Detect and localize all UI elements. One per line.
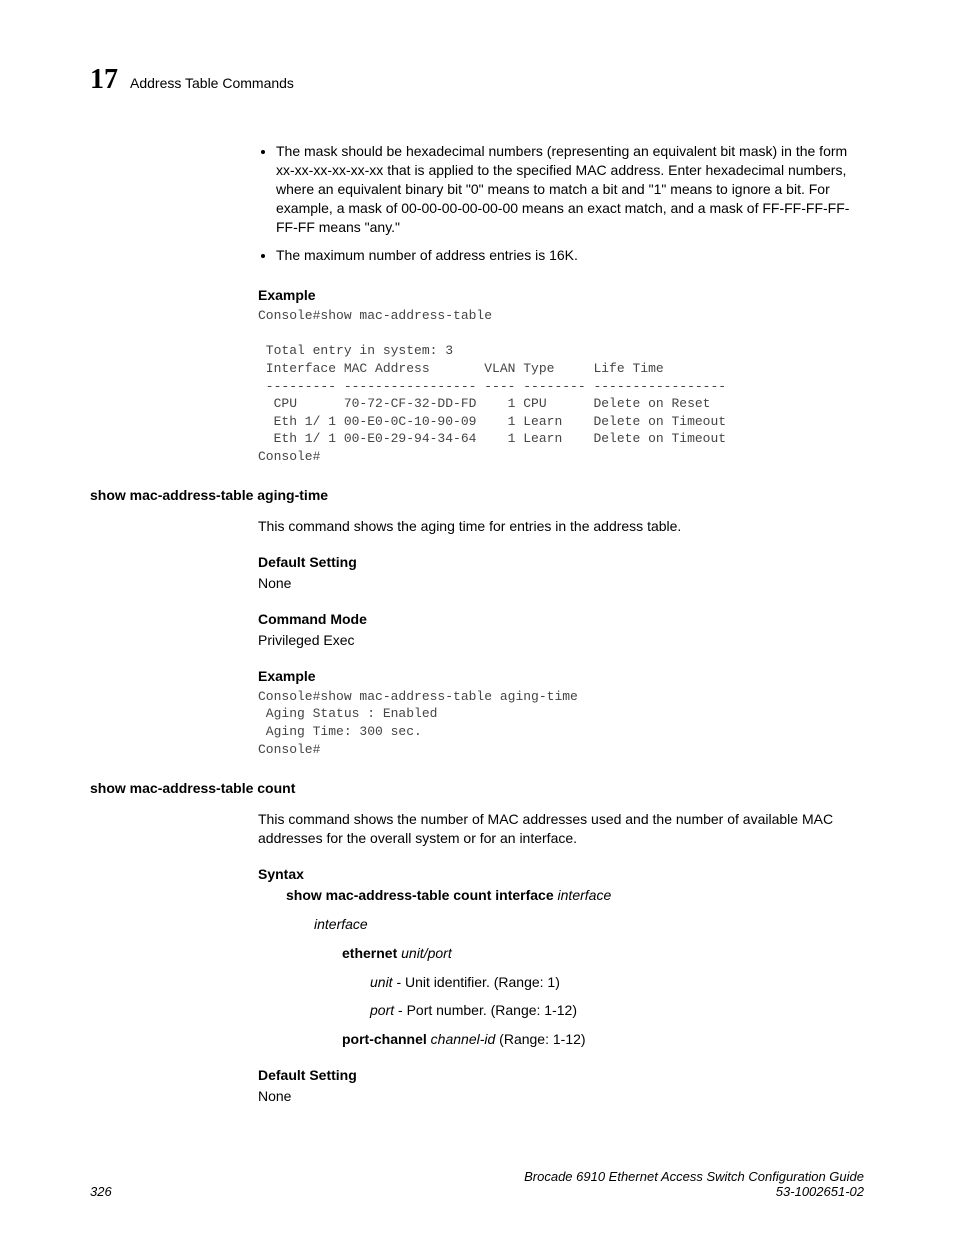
page-number: 326: [90, 1184, 112, 1199]
syntax-param: interface: [314, 916, 368, 932]
code-block: Console#show mac-address-table Total ent…: [258, 307, 864, 465]
command-description: This command shows the aging time for en…: [258, 517, 864, 536]
syntax-line: port - Port number. (Range: 1-12): [370, 1001, 864, 1020]
default-setting-heading: Default Setting: [258, 1067, 864, 1083]
bullet-item: The mask should be hexadecimal numbers (…: [276, 142, 864, 236]
syntax-command: show mac-address-table count interface: [286, 887, 554, 903]
doc-title: Brocade 6910 Ethernet Access Switch Conf…: [524, 1169, 864, 1184]
chapter-number: 17: [90, 64, 118, 96]
command-title: show mac-address-table count: [90, 780, 864, 796]
page: 17 Address Table Commands The mask shoul…: [0, 0, 954, 1235]
command-title: show mac-address-table aging-time: [90, 487, 864, 503]
code-block: Console#show mac-address-table aging-tim…: [258, 688, 864, 758]
syntax-keyword: ethernet: [342, 945, 397, 961]
content-block-3: Syntax show mac-address-table count inte…: [258, 866, 864, 1106]
example-heading: Example: [258, 668, 864, 684]
syntax-param: unit: [370, 974, 393, 990]
command-description: This command shows the number of MAC add…: [258, 810, 864, 848]
syntax-param: channel-id: [427, 1031, 496, 1047]
default-setting-heading: Default Setting: [258, 554, 864, 570]
bullet-list: The mask should be hexadecimal numbers (…: [258, 142, 864, 265]
doc-id: 53-1002651-02: [524, 1184, 864, 1199]
default-setting-value: None: [258, 574, 864, 593]
page-footer: 326 Brocade 6910 Ethernet Access Switch …: [90, 1169, 864, 1199]
syntax-desc: - Unit identifier. (Range: 1): [393, 974, 560, 990]
footer-right: Brocade 6910 Ethernet Access Switch Conf…: [524, 1169, 864, 1199]
syntax-line: ethernet unit/port: [342, 944, 864, 963]
example-heading: Example: [258, 287, 864, 303]
command-mode-value: Privileged Exec: [258, 631, 864, 650]
syntax-desc: - Port number. (Range: 1-12): [394, 1002, 577, 1018]
syntax-param: port: [370, 1002, 394, 1018]
syntax-heading: Syntax: [258, 866, 864, 882]
syntax-param: interface: [554, 887, 612, 903]
syntax-param: unit/port: [397, 945, 451, 961]
command-mode-heading: Command Mode: [258, 611, 864, 627]
syntax-line: interface: [314, 915, 864, 934]
syntax-line: show mac-address-table count interface i…: [286, 886, 864, 905]
syntax-line: port-channel channel-id (Range: 1-12): [342, 1030, 864, 1049]
syntax-desc: (Range: 1-12): [495, 1031, 585, 1047]
syntax-line: unit - Unit identifier. (Range: 1): [370, 973, 864, 992]
bullet-item: The maximum number of address entries is…: [276, 246, 864, 265]
content-block-2: Default Setting None Command Mode Privil…: [258, 554, 864, 758]
syntax-keyword: port-channel: [342, 1031, 427, 1047]
content-block-1: The mask should be hexadecimal numbers (…: [258, 142, 864, 465]
page-header: 17 Address Table Commands: [90, 64, 864, 96]
default-setting-value: None: [258, 1087, 864, 1106]
chapter-title: Address Table Commands: [130, 75, 294, 91]
syntax-block: show mac-address-table count interface i…: [286, 886, 864, 1049]
